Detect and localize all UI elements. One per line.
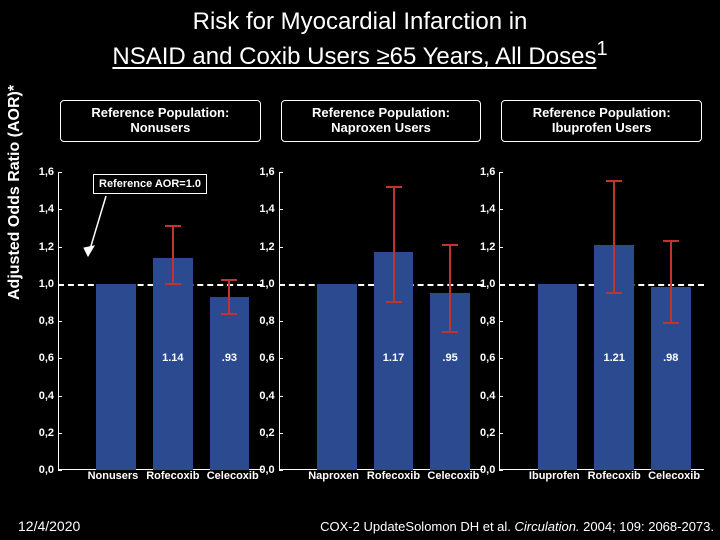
arrow-icon [86,196,126,266]
footer-cite-a: Solomon DH et al. [405,519,514,534]
y-tick: 1,2 [480,241,495,253]
title-line2: NSAID and Coxib Users ≥65 Years, All Dos… [112,43,596,70]
chart-panels: Reference Population: Nonusers 0,0 0,2 0,4 0… [50,100,712,495]
y-tick: 1,4 [480,203,495,215]
bar [210,297,250,470]
reference-note: Reference AOR=1.0 [93,174,207,194]
y-tick: 0,2 [39,427,54,439]
chart-panel: Reference Population: Naproxen Users 0,0 0… [271,100,492,495]
y-tick: 1,6 [39,166,54,178]
y-tick: 0,2 [480,427,495,439]
x-tick-label: Rofecoxib [364,470,424,495]
bar-value-label: 1.14 [162,352,183,364]
bar-slot [529,172,586,470]
title-line1: Risk for Myocardial Infarction in [193,8,528,35]
x-tick-label: Nonusers [83,470,143,495]
error-bar [393,187,395,302]
footer-citation: COX-2 UpdateSolomon DH et al. Circulatio… [320,519,714,534]
y-tick: 1,6 [259,166,274,178]
y-tick: 1,2 [259,241,274,253]
x-tick-label: Celecoxib [203,470,263,495]
footer-cox: COX-2 Update [320,519,405,534]
footer-cite-i: Circulation. [515,519,580,534]
y-axis-label: Adjusted Odds Ratio (AOR)* [6,85,24,300]
bar-slot: .98 [642,172,699,470]
y-tick: 0,8 [480,315,495,327]
bar-value-label: .95 [442,352,457,364]
y-tick: 0,0 [480,464,495,476]
error-bar [613,181,615,293]
x-tick-label: Rofecoxib [143,470,203,495]
panel-header: Reference Population: Nonusers [60,100,261,142]
bar [96,284,136,470]
x-tick-label: Celecoxib [644,470,704,495]
x-axis: IbuprofenRofecoxibCelecoxib [499,470,704,495]
y-tick: 0,2 [259,427,274,439]
bar-value-label: .98 [663,352,678,364]
y-tick: 0,6 [259,352,274,364]
x-tick-label: Ibuprofen [524,470,584,495]
bar-slot: 1.17 [365,172,422,470]
footer-date: 12/4/2020 [18,518,80,534]
bar-slot: 1.21 [586,172,643,470]
bar [538,284,578,470]
y-tick: 0,0 [259,464,274,476]
y-tick: 1,0 [39,278,54,290]
y-tick: 1,0 [259,278,274,290]
plot-area: 0,00,20,40,60,81,01,21,41,61.14.93Refere… [58,172,263,470]
y-tick: 1,0 [480,278,495,290]
x-axis: NonusersRofecoxibCelecoxib [58,470,263,495]
x-tick-label: Celecoxib [423,470,483,495]
y-tick: 0,4 [39,390,54,402]
error-bar [172,226,174,284]
y-tick: 0,8 [39,315,54,327]
slide-title: Risk for Myocardial Infarction in NSAID … [0,8,720,72]
bar-slot: 1.14 [145,172,202,470]
bar-value-label: .93 [222,352,237,364]
y-tick: 1,4 [39,203,54,215]
panel-header: Reference Population: Ibuprofen Users [501,100,702,142]
panel-header: Reference Population: Naproxen Users [281,100,482,142]
x-tick-label: Rofecoxib [584,470,644,495]
x-axis: NaproxenRofecoxibCelecoxib [279,470,484,495]
bar-value-label: 1.21 [603,352,624,364]
bar-slot: .95 [422,172,479,470]
bar-slot [309,172,366,470]
error-bar [449,245,451,333]
bars: 1.17 .95 [309,172,479,470]
y-tick: 0,6 [39,352,54,364]
bar [317,284,357,470]
x-tick-label: Naproxen [304,470,364,495]
plot-area: 0,00,20,40,60,81,01,21,41,61.17.95 [279,172,484,470]
title-sup: 1 [596,38,607,60]
y-tick: 1,4 [259,203,274,215]
y-tick: 0,4 [259,390,274,402]
y-tick: 1,6 [480,166,495,178]
y-tick: 0,6 [480,352,495,364]
y-tick: 1,2 [39,241,54,253]
chart-panel: Reference Population: Ibuprofen Users0,0… [491,100,712,495]
error-bar [670,241,672,323]
bar-value-label: 1.17 [383,352,404,364]
bar-slot: .93 [201,172,258,470]
footer-cite-b: 2004; 109: 2068-2073. [580,519,714,534]
slide: Risk for Myocardial Infarction in NSAID … [0,0,720,540]
y-tick: 0,0 [39,464,54,476]
y-tick: 0,8 [259,315,274,327]
y-tick: 0,4 [480,390,495,402]
bars: 1.21 .98 [529,172,699,470]
error-bar [228,280,230,314]
chart-panel: Reference Population: Nonusers 0,0 0,2 0,4 0… [50,100,271,495]
plot-area: 0,00,20,40,60,81,01,21,41,61.21.98 [499,172,704,470]
